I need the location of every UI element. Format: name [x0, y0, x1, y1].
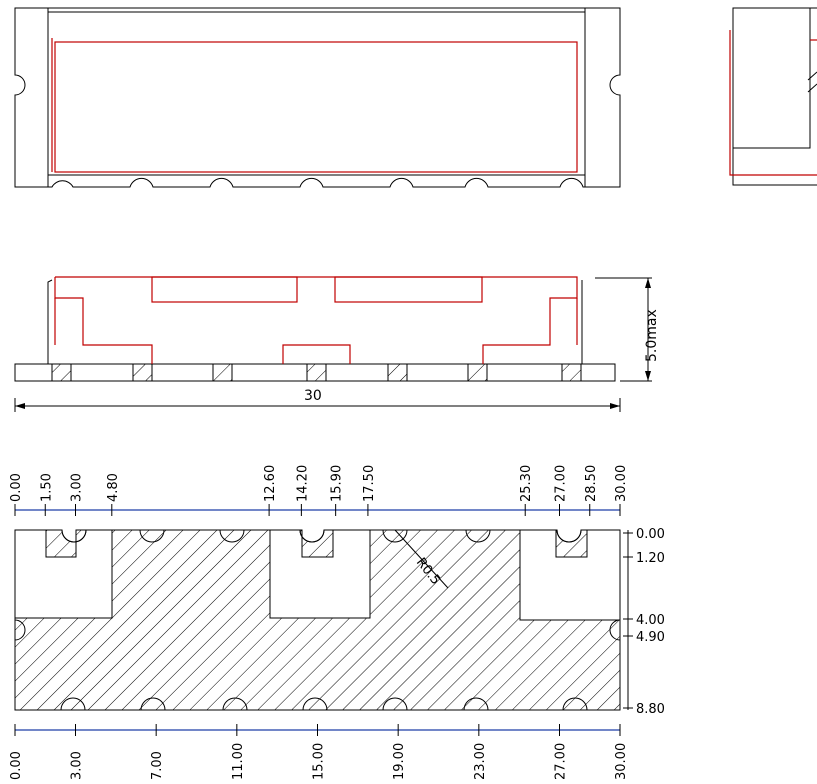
bottom-tick: 0.00 — [9, 724, 24, 780]
top-tick-label: 17.50 — [362, 465, 377, 502]
top-view — [14, 7, 621, 188]
width-dimension-label: 30 — [304, 388, 322, 404]
end-view-partial — [729, 7, 817, 186]
bottom-tick: 3.00 — [70, 724, 85, 780]
top-tick-label: 25.30 — [519, 465, 534, 502]
right-tick-label: 4.00 — [636, 613, 665, 628]
right-tick: 0.00 — [623, 527, 665, 542]
top-dimension-ticks: 0.00 1.50 3.00 4.80 12.60 14.20 15.90 17.50 25.3… — [9, 465, 629, 516]
bottom-tick-label: 15.00 — [312, 743, 327, 780]
top-tick: 27.00 — [554, 465, 569, 516]
top-tick-label: 1.50 — [39, 473, 54, 502]
bottom-tick-label: 0.00 — [9, 751, 24, 780]
top-tick: 3.00 — [70, 473, 85, 516]
bottom-dimension-ticks: 0.00 3.00 7.00 11.00 15.00 19.00 23.00 27.00 30.… — [9, 724, 629, 780]
bottom-tick-label: 19.00 — [392, 743, 407, 780]
top-tick-label: 0.00 — [9, 473, 24, 502]
top-tick: 0.00 — [9, 473, 24, 516]
right-tick-label: 0.00 — [636, 527, 665, 542]
right-tick: 4.90 — [623, 630, 665, 645]
right-tick-label: 1.20 — [636, 551, 665, 566]
bottom-tick: 30.00 — [614, 724, 629, 780]
bottom-tick: 11.00 — [231, 724, 246, 780]
bottom-tick: 7.00 — [150, 724, 165, 780]
top-tick-label: 4.80 — [106, 473, 121, 502]
right-tick: 8.80 — [623, 702, 665, 717]
top-tick: 30.00 — [614, 465, 629, 516]
component-body-outline — [54, 41, 578, 173]
bottom-tick-label: 23.00 — [473, 743, 488, 780]
bottom-tick-label: 3.00 — [70, 751, 85, 780]
top-tick: 4.80 — [106, 473, 121, 516]
bottom-tick: 27.00 — [554, 724, 569, 780]
top-tick: 14.20 — [295, 465, 310, 516]
top-tick: 12.60 — [263, 465, 278, 516]
top-tick-label: 3.00 — [70, 473, 85, 502]
pad-layout-view: R0.5 0.00 1.50 3.00 4.80 12.60 14.20 15.90 17.5… — [9, 465, 665, 780]
top-tick-label: 15.90 — [330, 465, 345, 502]
top-view-outline — [14, 7, 621, 188]
side-view: 5.0max 30 — [14, 276, 660, 412]
pad-view-outline — [14, 529, 621, 711]
bottom-tick: 19.00 — [392, 724, 407, 780]
top-tick: 1.50 — [39, 473, 54, 516]
right-tick-label: 8.80 — [636, 702, 665, 717]
side-view-component-outline — [54, 276, 578, 364]
right-tick: 4.00 — [623, 613, 665, 628]
right-tick-label: 4.90 — [636, 630, 665, 645]
top-tick: 17.50 — [362, 465, 377, 516]
bottom-tick-label: 11.00 — [231, 743, 246, 780]
top-tick-label: 27.00 — [554, 465, 569, 502]
top-tick: 15.90 — [330, 465, 345, 516]
top-tick: 25.30 — [519, 465, 534, 516]
height-dimension-label: 5.0max — [644, 309, 660, 362]
top-tick-label: 12.60 — [263, 465, 278, 502]
right-dimension-ticks: 0.00 1.20 4.00 4.90 8.80 — [623, 527, 665, 717]
bottom-tick: 15.00 — [312, 724, 327, 780]
top-tick-label: 14.20 — [295, 465, 310, 502]
top-tick-label: 30.00 — [614, 465, 629, 502]
bottom-tick: 23.00 — [473, 724, 488, 780]
side-view-pads — [51, 363, 582, 382]
top-tick: 28.50 — [584, 465, 599, 516]
bottom-tick-label: 27.00 — [554, 743, 569, 780]
bottom-tick-label: 7.00 — [150, 751, 165, 780]
right-tick: 1.20 — [623, 551, 665, 566]
top-tick-label: 28.50 — [584, 465, 599, 502]
bottom-tick-label: 30.00 — [614, 743, 629, 780]
